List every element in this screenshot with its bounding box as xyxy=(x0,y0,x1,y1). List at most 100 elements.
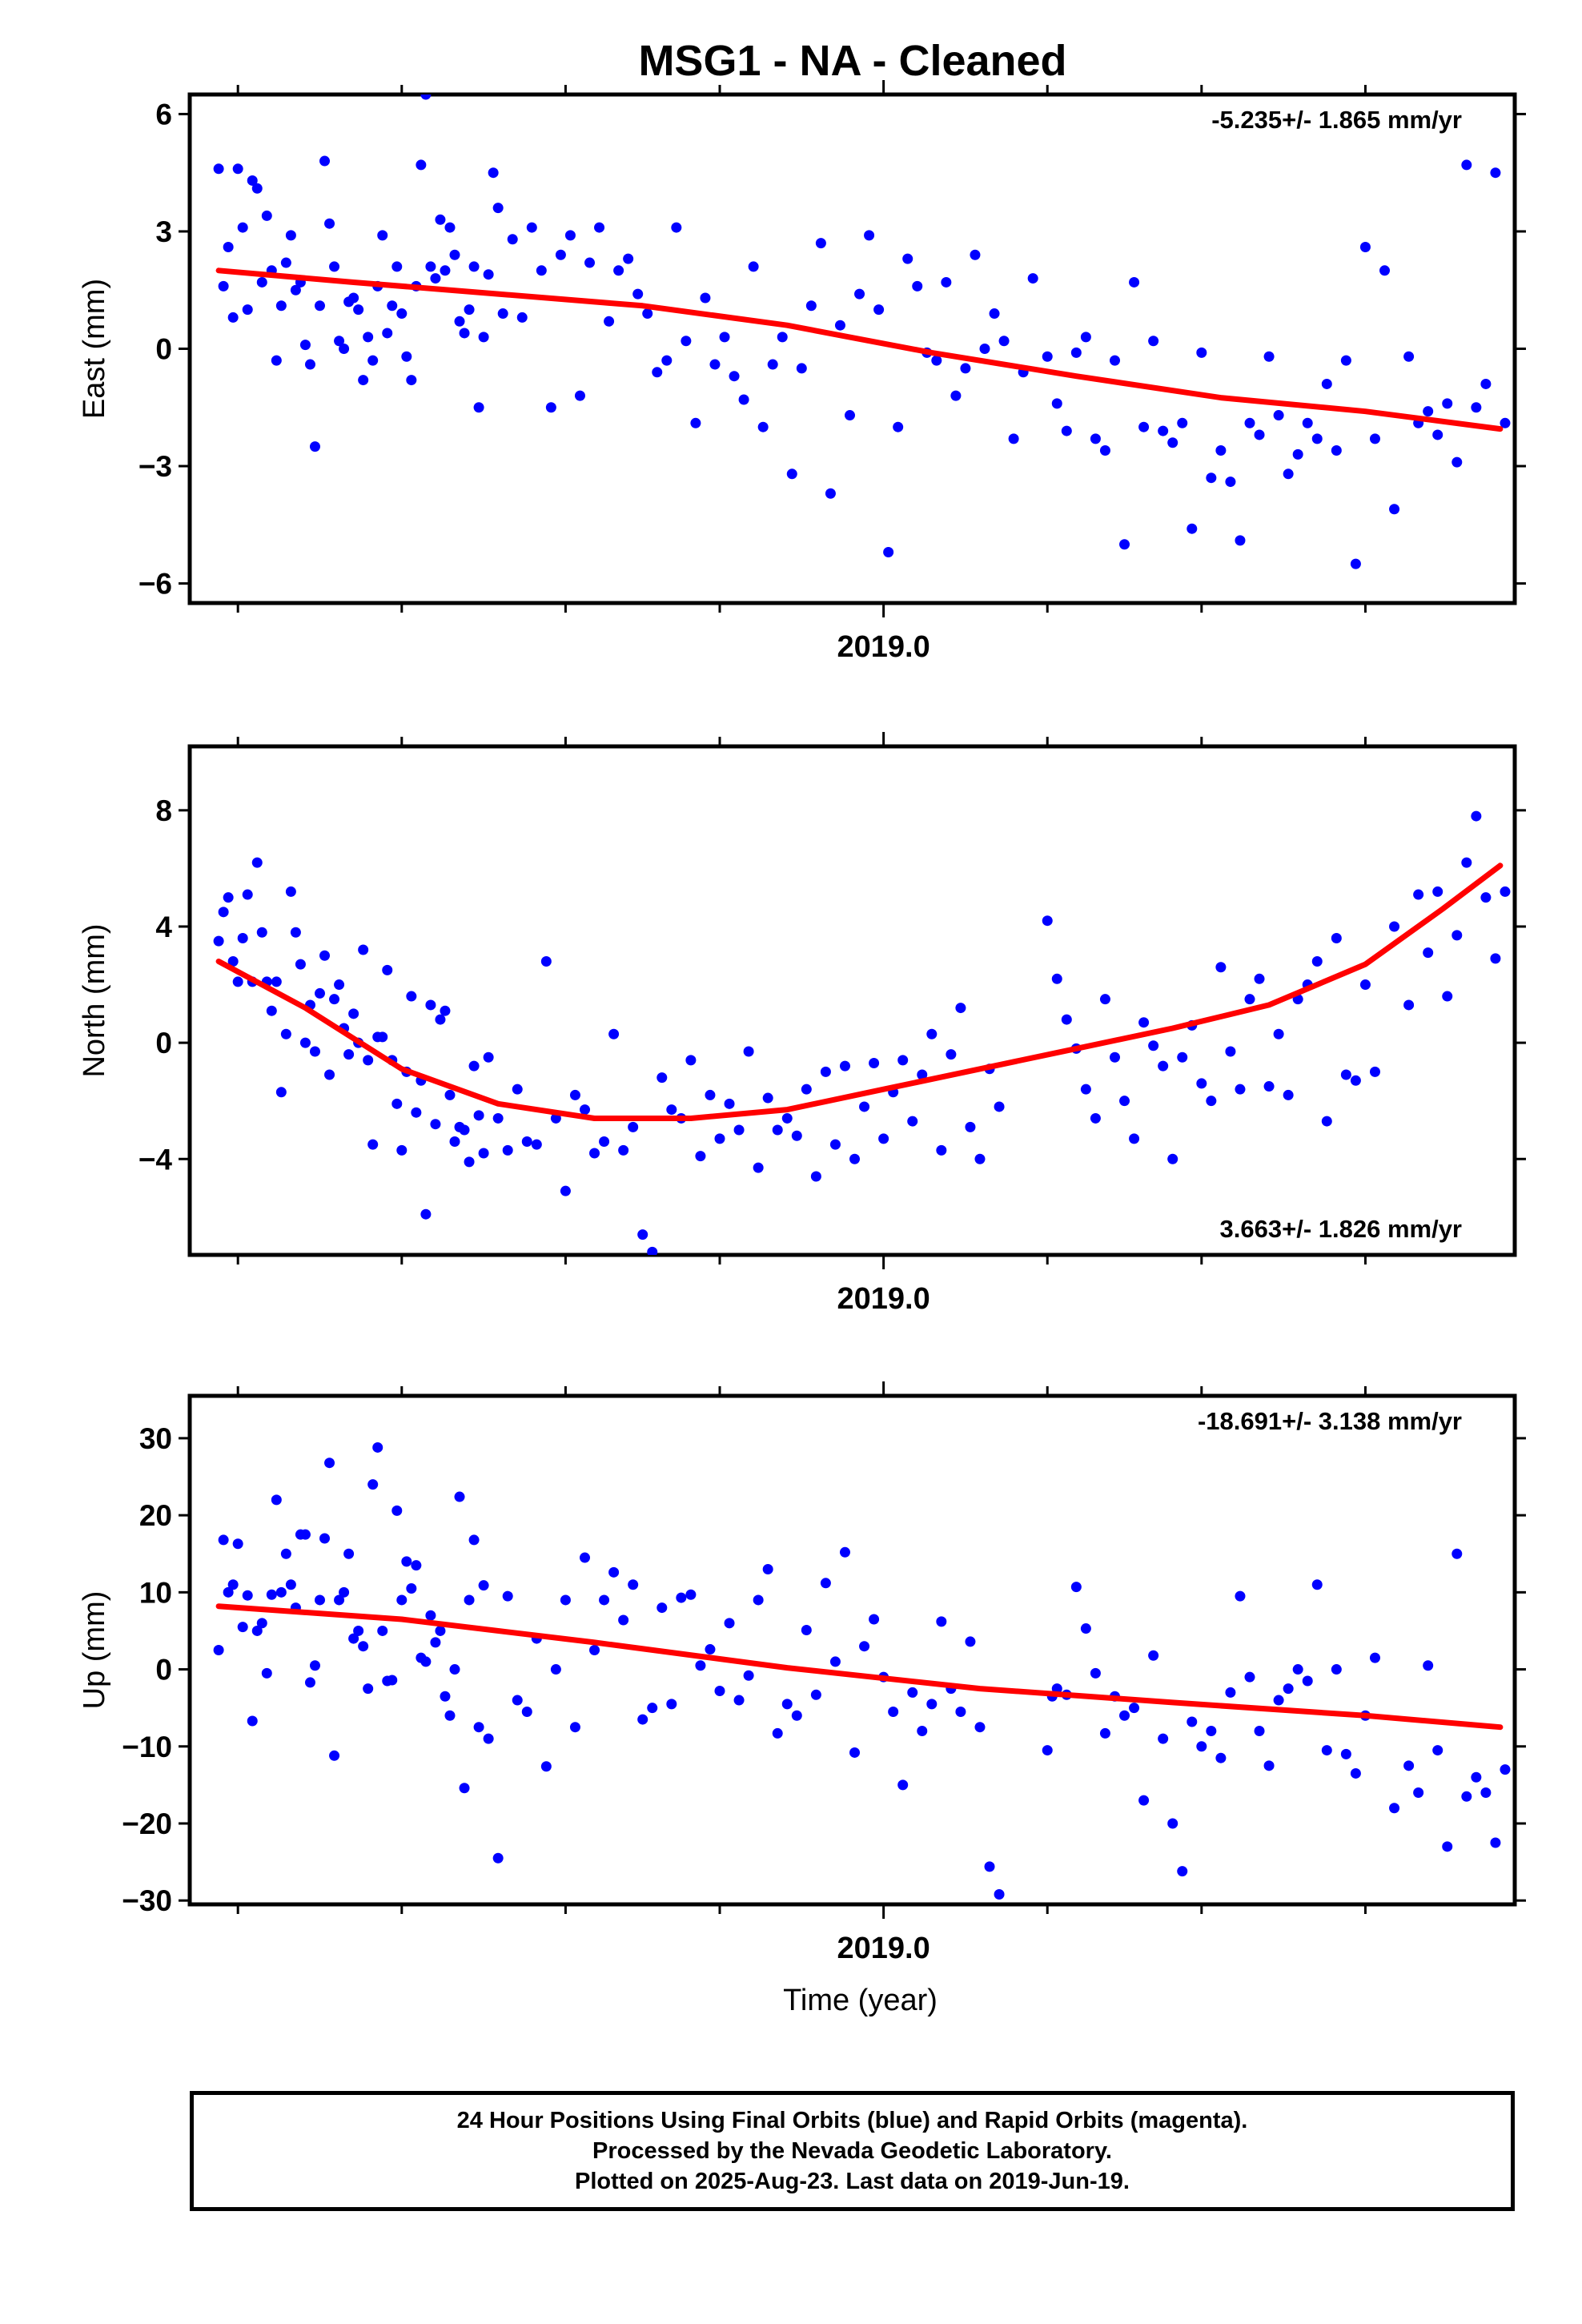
up-data-point xyxy=(1403,1760,1415,1771)
north-data-point xyxy=(907,1116,918,1127)
east-data-point xyxy=(738,394,749,405)
east-data-point xyxy=(748,261,759,272)
north-data-point xyxy=(1321,1116,1332,1127)
up-y-tick-label: −10 xyxy=(122,1731,172,1763)
up-data-point xyxy=(430,1637,441,1648)
up-y-tick-label: 0 xyxy=(155,1654,172,1687)
east-data-point xyxy=(786,468,797,480)
up-data-point xyxy=(1138,1795,1150,1806)
up-data-point xyxy=(358,1641,369,1652)
east-data-point xyxy=(844,410,855,421)
north-data-point xyxy=(1167,1153,1178,1164)
east-data-point xyxy=(251,183,263,194)
east-data-point xyxy=(1423,406,1434,417)
up-data-point xyxy=(1263,1760,1275,1771)
footer-line-2: Processed by the Nevada Geodetic Laborat… xyxy=(592,2138,1112,2164)
north-data-point xyxy=(512,1084,523,1095)
north-data-point xyxy=(1423,947,1434,959)
north-data-point xyxy=(363,1055,374,1066)
east-data-point xyxy=(1196,347,1207,358)
up-data-point xyxy=(459,1783,470,1794)
north-data-point xyxy=(1413,889,1424,900)
up-data-point xyxy=(435,1625,446,1636)
up-data-point xyxy=(810,1689,821,1700)
east-data-point xyxy=(564,230,576,241)
up-data-point xyxy=(1389,1803,1400,1814)
up-data-point xyxy=(733,1695,745,1706)
up-data-point xyxy=(521,1706,532,1717)
up-data-point xyxy=(599,1594,610,1606)
east-data-point xyxy=(979,344,990,354)
east-data-point xyxy=(767,359,778,370)
north-data-point xyxy=(897,1055,909,1066)
north-data-point xyxy=(878,1133,889,1144)
east-y-tick-label: 0 xyxy=(155,333,172,366)
east-data-point xyxy=(526,222,537,233)
up-data-point xyxy=(888,1706,899,1717)
up-data-point xyxy=(685,1589,697,1600)
up-data-point xyxy=(218,1534,229,1546)
up-data-point xyxy=(849,1747,861,1758)
north-data-point xyxy=(358,944,369,955)
north-data-point xyxy=(478,1148,489,1159)
north-data-point xyxy=(974,1153,986,1164)
north-data-point xyxy=(367,1139,379,1150)
north-data-point xyxy=(468,1060,480,1072)
north-data-point xyxy=(772,1124,783,1136)
up-data-point xyxy=(256,1618,267,1629)
east-data-point xyxy=(329,261,340,272)
north-data-point xyxy=(251,857,263,868)
up-data-point xyxy=(1080,1623,1091,1634)
east-data-point xyxy=(290,284,301,296)
east-data-point xyxy=(1292,448,1303,460)
east-data-point xyxy=(960,363,971,374)
north-data-point xyxy=(449,1136,460,1147)
up-data-point xyxy=(1129,1703,1140,1714)
up-data-point xyxy=(1167,1818,1178,1829)
east-data-point xyxy=(642,308,653,320)
up-data-point xyxy=(251,1625,263,1636)
up-data-point xyxy=(540,1761,552,1772)
east-data-point xyxy=(314,300,325,312)
up-data-point xyxy=(401,1556,412,1567)
up-y-tick-label: 20 xyxy=(139,1499,172,1532)
east-data-point xyxy=(1186,523,1198,534)
north-y-tick-label: 0 xyxy=(155,1027,172,1059)
north-data-point xyxy=(656,1072,668,1084)
east-data-point xyxy=(998,336,1010,347)
up-data-point xyxy=(984,1861,995,1872)
north-data-point xyxy=(483,1051,494,1063)
up-data-point xyxy=(213,1645,224,1655)
up-data-point xyxy=(1099,1727,1110,1739)
north-data-point xyxy=(1311,956,1323,967)
north-data-point xyxy=(275,1087,287,1098)
north-data-point xyxy=(1432,886,1443,897)
up-data-point xyxy=(309,1660,320,1671)
up-data-point xyxy=(275,1586,287,1598)
up-data-point xyxy=(367,1479,379,1490)
east-data-point xyxy=(213,163,224,175)
north-data-point xyxy=(1490,953,1501,964)
up-data-point xyxy=(1311,1579,1323,1590)
up-data-point xyxy=(560,1594,571,1606)
north-data-point xyxy=(762,1092,773,1104)
east-data-point xyxy=(237,222,248,233)
east-data-point xyxy=(309,441,320,452)
north-data-point xyxy=(859,1101,870,1112)
north-data-point xyxy=(242,889,253,900)
east-data-point xyxy=(304,359,315,370)
up-data-point xyxy=(285,1579,296,1590)
north-data-point xyxy=(1254,973,1265,984)
east-data-point xyxy=(652,367,663,378)
east-data-point xyxy=(1471,402,1482,413)
up-data-point xyxy=(483,1733,494,1744)
north-data-point xyxy=(705,1089,716,1100)
up-velocity-annotation: -18.691+/- 3.138 mm/yr xyxy=(1198,1407,1462,1435)
up-data-point xyxy=(420,1656,432,1667)
east-data-point xyxy=(902,253,913,264)
up-data-point xyxy=(1148,1650,1159,1661)
east-data-point xyxy=(584,257,596,268)
north-data-point xyxy=(569,1089,580,1100)
east-data-point xyxy=(223,242,234,252)
north-data-point xyxy=(724,1098,735,1109)
